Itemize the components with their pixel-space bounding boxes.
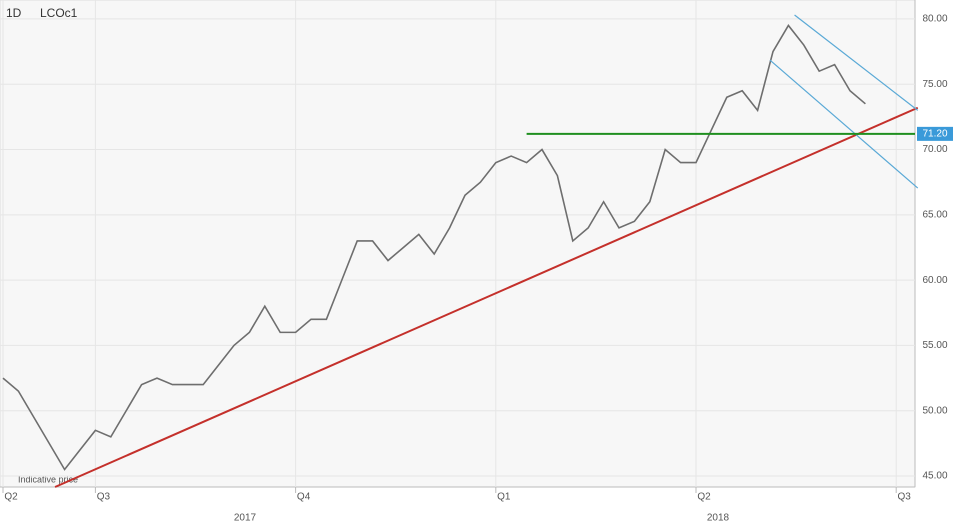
x-tick-label: Q2 — [4, 492, 18, 503]
trend-line — [769, 59, 919, 189]
y-tick-label: 55.00 — [922, 340, 947, 351]
x-tick-label: Q2 — [697, 492, 711, 503]
trend-line — [54, 106, 919, 488]
y-tick-label: 80.00 — [922, 14, 947, 25]
plot-area — [0, 0, 916, 488]
y-tick-label: 65.00 — [922, 209, 947, 220]
x-tick-label: Q4 — [297, 492, 311, 503]
x-tick-label: Q1 — [497, 492, 511, 503]
year-label: 2018 — [707, 513, 730, 524]
y-tick-label: 50.00 — [922, 405, 947, 416]
y-tick-label: 60.00 — [922, 275, 947, 286]
trend-line — [794, 14, 919, 111]
price-tag-label: 71.20 — [922, 129, 947, 140]
indicative-label: Indicative price — [18, 474, 78, 484]
y-tick-label: 70.00 — [922, 144, 947, 155]
y-tick-label: 45.00 — [922, 471, 947, 482]
price-line — [2, 24, 866, 471]
x-tick-label: Q3 — [97, 492, 111, 503]
y-tick-label: 75.00 — [922, 79, 947, 90]
symbol-label: LCOc1 — [40, 6, 78, 20]
x-tick-label: Q3 — [898, 492, 912, 503]
year-label: 2017 — [234, 513, 257, 524]
price-tag — [917, 126, 953, 141]
interval-label: 1D — [6, 6, 22, 20]
